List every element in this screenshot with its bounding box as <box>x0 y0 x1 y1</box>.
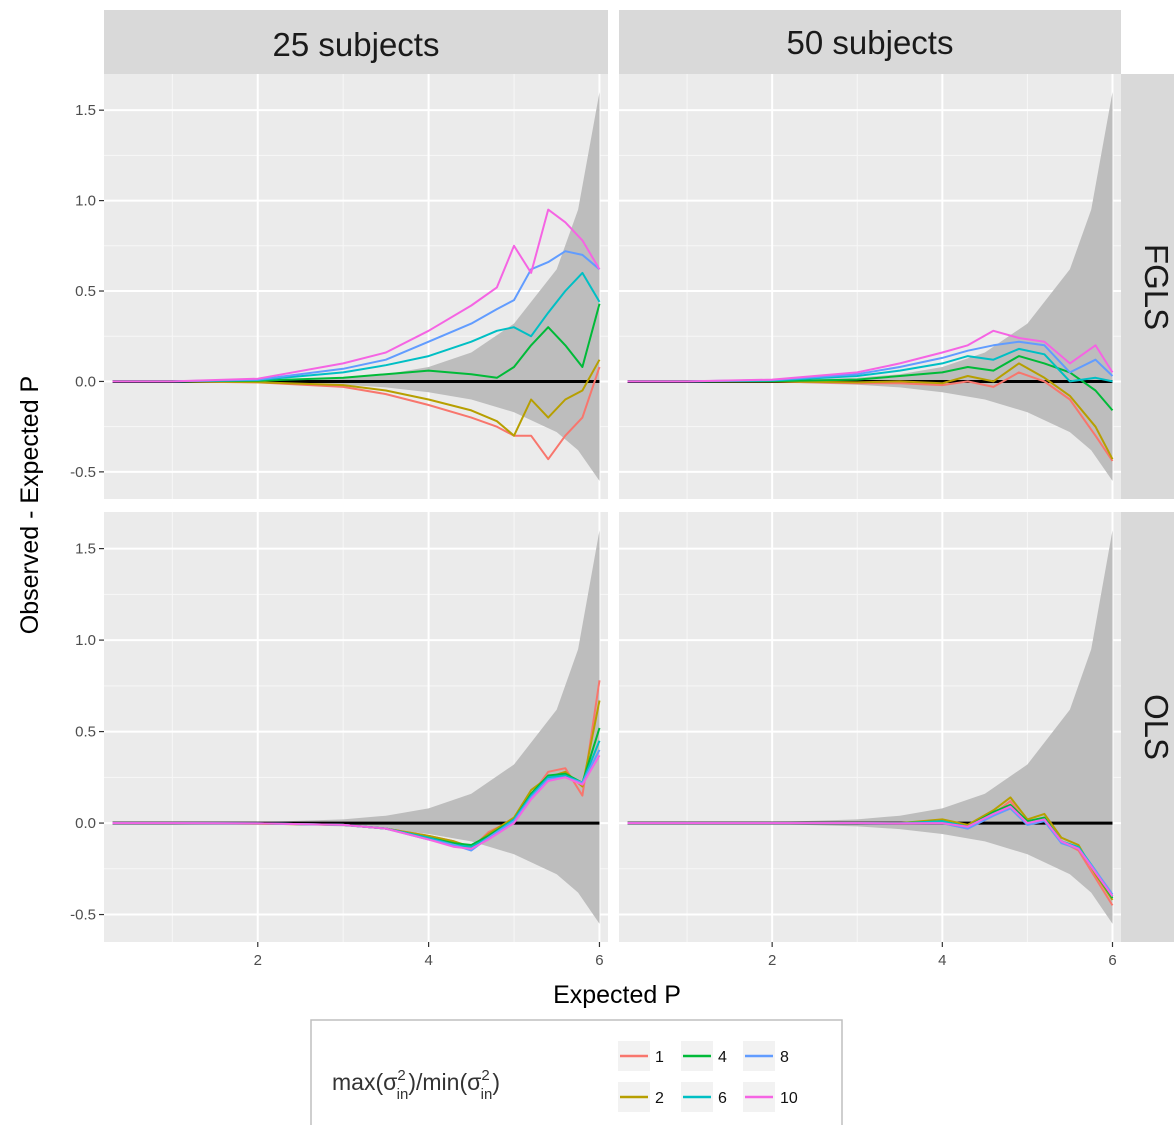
panel-2 <box>619 74 1121 499</box>
panel-background <box>619 74 1121 499</box>
strip-col-1-label: 25 subjects <box>273 26 440 63</box>
series-line-2 <box>112 359 601 437</box>
panel-background <box>619 512 1121 942</box>
y-tick-label: 0.0 <box>75 373 96 390</box>
x-tick-label: 6 <box>595 952 603 969</box>
legend-keys: 1 2 4 6 8 10 <box>618 1041 798 1112</box>
legend-key-label: 4 <box>718 1049 727 1066</box>
y-tick-label: -0.5 <box>70 464 96 481</box>
legend-title: max(σ2 in)/min(σ2 in) <box>332 1067 500 1103</box>
legend-key-label: 6 <box>718 1090 727 1107</box>
y-tick-label: 1.0 <box>75 193 96 210</box>
panels <box>104 74 1121 942</box>
y-axis-title: Observed - Expected P <box>16 376 44 634</box>
panel-background <box>104 74 608 499</box>
x-tick-label: 4 <box>424 952 432 969</box>
legend-key-label: 2 <box>655 1090 664 1107</box>
strip-col-2-label: 50 subjects <box>787 24 954 61</box>
y-tick-label: 0.0 <box>75 815 96 832</box>
panel-1 <box>104 74 608 499</box>
confidence-band <box>112 530 600 924</box>
strip-col-1 <box>104 10 608 75</box>
panel-background <box>104 512 608 942</box>
x-axis-title: Expected P <box>553 981 681 1009</box>
confidence-band <box>627 92 1113 481</box>
x-tick-label: 2 <box>254 952 262 969</box>
strip-row-1-label: FGLS <box>1138 244 1174 330</box>
x-axis-ticks: 2 4 6 2 4 6 <box>254 942 1117 969</box>
series-line-8 <box>112 250 601 383</box>
x-tick-label: 2 <box>768 952 776 969</box>
confidence-band <box>627 530 1113 924</box>
series-line-10 <box>112 208 601 383</box>
y-tick-label: 0.5 <box>75 283 96 300</box>
y-tick-label: -0.5 <box>70 907 96 924</box>
y-tick-label: 1.0 <box>75 632 96 649</box>
legend-key-label: 8 <box>780 1049 789 1066</box>
legend: max(σ2 in)/min(σ2 in) 1 2 4 6 8 10 <box>310 1019 843 1125</box>
strip-row-2-label: OLS <box>1138 694 1174 760</box>
y-axis-ticks: -0.5 0.0 0.5 1.0 1.5 -0.5 0.0 0.5 1.0 1.5 <box>70 102 104 924</box>
y-tick-label: 1.5 <box>75 102 96 119</box>
x-tick-label: 4 <box>938 952 946 969</box>
series-line-10 <box>112 754 601 850</box>
panel-3 <box>104 512 608 942</box>
legend-key-label: 10 <box>780 1090 798 1107</box>
strip-row-1 <box>1121 74 1174 499</box>
x-tick-label: 6 <box>1108 952 1116 969</box>
confidence-band <box>112 92 600 481</box>
strip-row-2 <box>1121 512 1174 942</box>
y-tick-label: 0.5 <box>75 724 96 741</box>
legend-key-label: 1 <box>655 1049 664 1066</box>
series-line-4 <box>112 303 601 383</box>
y-tick-label: 1.5 <box>75 541 96 558</box>
series-line-10 <box>627 329 1114 383</box>
series-line-10 <box>627 805 1114 897</box>
strip-col-2 <box>619 10 1121 75</box>
panel-4 <box>619 512 1121 942</box>
